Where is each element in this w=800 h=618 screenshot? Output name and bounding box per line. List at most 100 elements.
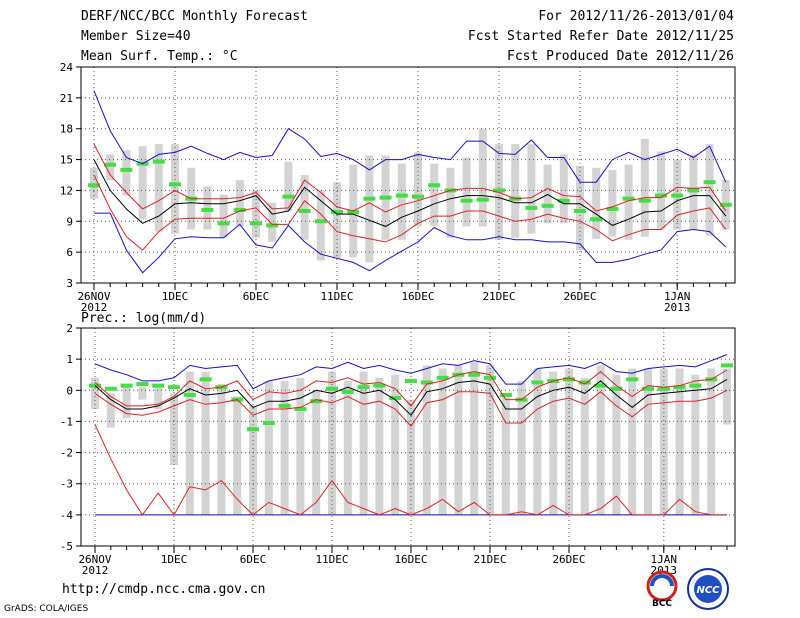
ncc-logo: NCC bbox=[687, 568, 729, 610]
panel2-spread-box bbox=[185, 371, 194, 515]
panel2-spread-box bbox=[122, 387, 131, 419]
panel2-mean-line bbox=[94, 378, 728, 416]
panel1-xtick-label: 1DEC bbox=[162, 290, 189, 303]
header-right: For 2012/11/26-2013/01/04 Fcst Started R… bbox=[468, 8, 734, 68]
panel2-median-bar bbox=[626, 377, 639, 382]
panel2-spread-box bbox=[549, 371, 558, 515]
panel2-spread-box bbox=[170, 393, 178, 466]
panel2-xtick-label: 21DEC bbox=[473, 553, 506, 566]
panel1-spread-box bbox=[511, 144, 520, 238]
panel1-spread-box bbox=[284, 161, 293, 211]
panel1-spread-box bbox=[608, 169, 617, 237]
panel2-spread-box bbox=[391, 374, 400, 515]
panel1-spread-box bbox=[430, 163, 439, 227]
panel2-spread-box bbox=[296, 377, 305, 515]
panel2-xtick-sublabel: 2012 bbox=[82, 564, 109, 577]
panel1-ytick-label: 18 bbox=[60, 123, 73, 136]
panel2-xtick-label: 26DEC bbox=[552, 553, 585, 566]
panel1-spread-box bbox=[624, 164, 633, 240]
panel2-minus-sigma-line bbox=[94, 389, 728, 427]
panel2-spread-box bbox=[612, 374, 621, 515]
panel2-spread-box bbox=[470, 362, 479, 515]
panel2-plus-sigma-line bbox=[94, 369, 728, 407]
panel1-spread-box bbox=[138, 146, 147, 220]
panel2-median-bar bbox=[183, 392, 196, 397]
panel1-median-bar bbox=[233, 207, 246, 212]
panel2-ytick-label: -4 bbox=[60, 509, 74, 522]
panel2-spread-box bbox=[580, 377, 589, 515]
panel1-median-bar bbox=[574, 209, 586, 213]
panel2-xtick-label: 11DEC bbox=[315, 553, 348, 566]
panel2-ytick-label: -2 bbox=[60, 447, 73, 460]
panel2-spread-box bbox=[438, 368, 447, 515]
panel2-ytick-label: -5 bbox=[60, 540, 73, 553]
panel1-xtick-sublabel: 2012 bbox=[81, 301, 108, 314]
panel2-median-bar bbox=[310, 399, 323, 404]
panel1-ytick-label: 3 bbox=[66, 277, 73, 290]
panel1-median-bar bbox=[557, 198, 570, 203]
panel1-spread-box bbox=[446, 167, 455, 238]
panel1-median-bar bbox=[541, 203, 554, 208]
panel1-median-bar bbox=[638, 198, 651, 203]
panel2-ytick-label: -1 bbox=[60, 415, 73, 428]
panel1-median-bar bbox=[525, 205, 538, 210]
panel2-spread-box bbox=[138, 387, 147, 400]
panel2-spread-box bbox=[343, 380, 352, 515]
panel2-median-bar bbox=[389, 396, 402, 401]
panel1-xtick-label: 26NOV bbox=[77, 290, 110, 303]
panel1-median-bar bbox=[250, 221, 262, 226]
source-url[interactable]: http://cmdp.ncc.cma.gov.cn bbox=[62, 582, 266, 597]
member-size: Member Size=40 bbox=[81, 29, 191, 44]
panel1-frame bbox=[80, 66, 736, 284]
panel2-median-bar bbox=[499, 392, 512, 397]
panel1-xtick-label: 1JAN bbox=[664, 290, 691, 303]
panel1-median-bar bbox=[201, 207, 214, 212]
panel2-median-bar bbox=[578, 380, 591, 385]
panel1-spread-box bbox=[316, 190, 325, 261]
panel2-spread-box bbox=[628, 368, 637, 515]
panel1-median-bar bbox=[655, 193, 667, 198]
panel1-median-bar bbox=[395, 193, 408, 198]
panel2-spread-box bbox=[565, 368, 573, 515]
panel1-median-bar bbox=[719, 202, 732, 207]
panel2-spread-box bbox=[233, 396, 242, 515]
precip-panel-label: Prec.: log(mm/d) bbox=[81, 311, 206, 326]
panel1-spread-box bbox=[235, 180, 244, 227]
panel2-spread-box bbox=[106, 393, 115, 428]
panel2-frame bbox=[80, 327, 736, 547]
panel2-median-bar bbox=[610, 386, 623, 391]
panel2-spread-box bbox=[707, 368, 716, 515]
panel1-spread-box bbox=[268, 202, 277, 242]
panel1-ytick-label: 15 bbox=[60, 154, 73, 167]
panel1-ytick-label: 6 bbox=[66, 246, 73, 259]
grads-credit: GrADS: COLA/IGES bbox=[4, 604, 89, 614]
panel1-spread-box bbox=[462, 157, 471, 227]
panel1-median-bar bbox=[687, 188, 700, 193]
panel1-spread-box bbox=[365, 155, 374, 263]
panel1-minus-sigma-line bbox=[93, 174, 727, 251]
panel2-median-bar bbox=[405, 378, 417, 383]
panel2-max-line bbox=[94, 354, 728, 390]
panel1-spread-box bbox=[122, 150, 131, 196]
panel2-spread-box bbox=[659, 368, 668, 515]
bcc-logo: BCC bbox=[646, 570, 678, 609]
panel2-xtick-label: 1JAN bbox=[651, 553, 678, 566]
panel2-median-bar bbox=[642, 386, 654, 391]
panel2-median-bar bbox=[104, 386, 117, 391]
panel2-spread-box bbox=[675, 368, 684, 515]
panel1-spread-box bbox=[333, 182, 341, 259]
panel1-median-bar bbox=[282, 194, 295, 199]
panel2-xtick-label: 16DEC bbox=[394, 553, 427, 566]
panel2-spread-box bbox=[280, 380, 289, 515]
panel1-median-bar bbox=[476, 197, 489, 202]
panel1-median-bar bbox=[412, 194, 424, 199]
panel2-median-bar bbox=[531, 380, 544, 385]
panel1-xtick-label: 16DEC bbox=[401, 290, 434, 303]
panel1-median-bar bbox=[347, 210, 360, 215]
panel2-median-bar bbox=[373, 383, 386, 388]
panel2-spread-box bbox=[201, 371, 210, 515]
panel2-median-bar bbox=[168, 385, 180, 390]
panel1-median-bar bbox=[169, 182, 181, 187]
panel2-median-bar bbox=[594, 383, 607, 388]
